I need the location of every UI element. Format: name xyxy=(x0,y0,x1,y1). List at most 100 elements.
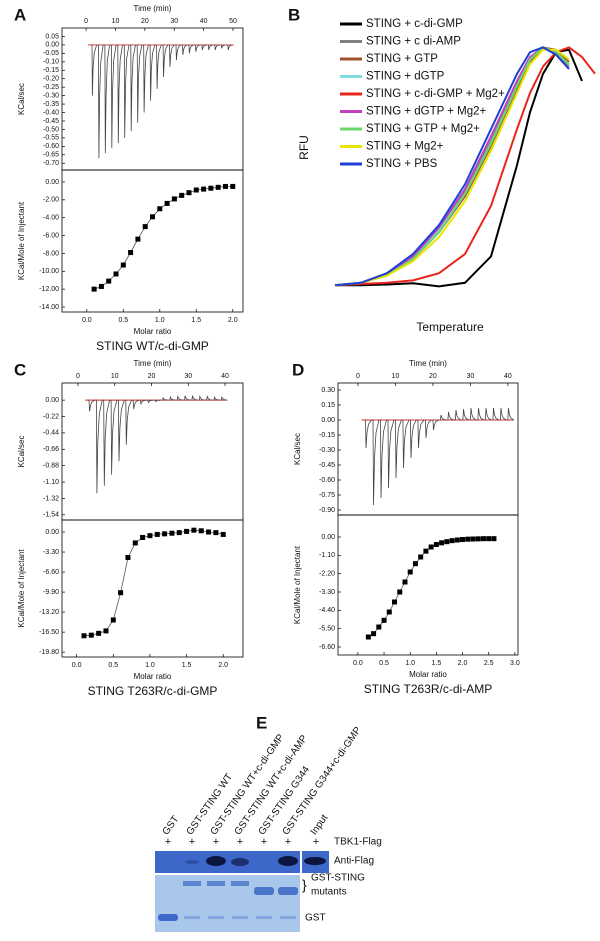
y-tick-label: -0.15 xyxy=(319,432,335,439)
injection-peak xyxy=(226,44,233,51)
band xyxy=(184,916,200,919)
y-tick-label: -16.50 xyxy=(39,629,59,636)
data-point xyxy=(81,633,87,639)
band xyxy=(185,860,199,864)
injection-peak xyxy=(476,407,485,421)
band xyxy=(256,916,272,919)
plot-frame xyxy=(337,514,519,656)
fit-line xyxy=(83,529,224,637)
chart-caption: STING WT/c-di-GMP xyxy=(96,339,209,353)
y-tick-label: 0.00 xyxy=(45,397,59,404)
injection-peak xyxy=(207,44,214,51)
y-tick-label: -2.20 xyxy=(319,571,335,578)
x-tick-label: 0.5 xyxy=(118,317,128,324)
band xyxy=(158,914,178,921)
x-tick-label: 2.5 xyxy=(484,660,494,667)
chart-caption: STING T263R/c-di-AMP xyxy=(364,682,492,696)
data-point xyxy=(110,617,116,623)
data-point xyxy=(88,632,94,638)
chart-caption: STING T263R/c-di-GMP xyxy=(88,684,218,698)
y-tick-label: -0.66 xyxy=(43,446,59,453)
injection-peak xyxy=(183,395,191,401)
x-axis-label: Molar ratio xyxy=(134,672,172,681)
data-point xyxy=(222,183,228,189)
band xyxy=(183,881,201,886)
x-tick-label: 30 xyxy=(184,373,192,380)
y-tick-label: -0.60 xyxy=(319,477,335,484)
injection-peak xyxy=(194,44,201,52)
series-line xyxy=(334,46,596,287)
injection-peak xyxy=(161,397,169,401)
x-tick-label: 40 xyxy=(200,18,208,25)
data-point xyxy=(465,536,471,542)
panel-label: A xyxy=(14,5,26,24)
band xyxy=(231,858,249,866)
data-point xyxy=(433,542,439,547)
y-axis-label: KCal/sec xyxy=(293,433,302,465)
y-tick-label: -1.10 xyxy=(319,552,335,559)
y-tick-label: -1.32 xyxy=(43,495,59,502)
band-label: GST-STING xyxy=(311,873,365,884)
injection-peak xyxy=(499,407,507,421)
data-point xyxy=(98,283,104,289)
x-tick-label: 1.5 xyxy=(432,660,442,667)
x-tick-label: 0.5 xyxy=(379,660,389,667)
x-tick-label: 0 xyxy=(356,373,360,380)
y-tick-label: -0.30 xyxy=(319,447,335,454)
injection-peak xyxy=(213,44,220,51)
data-point xyxy=(184,528,190,534)
injection-peak xyxy=(175,44,181,61)
data-point xyxy=(376,624,382,630)
injection-peak xyxy=(379,419,387,499)
x-tick-label: 20 xyxy=(141,18,149,25)
data-point xyxy=(198,528,204,534)
y-tick-label: -0.55 xyxy=(43,135,59,142)
band xyxy=(280,916,296,919)
data-point xyxy=(118,590,124,596)
x-axis-label: Time (min) xyxy=(134,359,172,368)
y-axis-label: RFU xyxy=(297,135,311,160)
data-point xyxy=(449,538,455,544)
x-tick-label: 1.0 xyxy=(155,317,165,324)
y-axis-label: KCal/Mole of Injectant xyxy=(17,549,26,628)
injection-peak xyxy=(116,44,123,144)
treatment-mark: + xyxy=(237,836,243,848)
band xyxy=(206,856,226,866)
data-point xyxy=(120,262,126,268)
injection-peak xyxy=(371,419,380,506)
data-point xyxy=(230,183,236,189)
injection-peak xyxy=(201,44,207,51)
y-tick-label: -8.00 xyxy=(43,250,59,257)
data-point xyxy=(201,186,207,192)
data-point xyxy=(193,187,199,193)
y-tick-label: -0.30 xyxy=(43,92,59,99)
lane-labels: GST GST-STING WT GST-STING WT+c-di-GMP G… xyxy=(161,725,364,837)
injection-peak xyxy=(110,44,117,149)
y-tick-label: 0.15 xyxy=(321,402,335,409)
data-point xyxy=(132,540,138,546)
legend-label: STING + dGTP + Mg2+ xyxy=(366,106,487,118)
data-point xyxy=(486,536,492,542)
y-tick-label: -6.00 xyxy=(43,232,59,239)
x-tick-label: 1.5 xyxy=(191,317,201,324)
injection-peak xyxy=(394,419,402,479)
y-tick-label: -1.10 xyxy=(43,479,59,486)
injection-peak xyxy=(424,419,432,439)
data-point xyxy=(381,617,387,623)
x-tick-label: 1.0 xyxy=(405,660,415,667)
data-point xyxy=(164,200,170,206)
legend-label: STING + PBS xyxy=(366,158,438,170)
injection-peak xyxy=(469,407,477,421)
data-point xyxy=(171,196,177,202)
y-axis-label: KCal/sec xyxy=(17,83,26,115)
data-point xyxy=(407,569,413,575)
y-tick-label: -0.65 xyxy=(43,152,59,159)
y-tick-label: -3.30 xyxy=(319,589,335,596)
injection-peak xyxy=(168,44,175,67)
y-tick-label: -19.80 xyxy=(39,649,59,656)
x-tick-label: 0.5 xyxy=(108,662,118,669)
y-tick-label: -0.40 xyxy=(43,109,59,116)
x-tick-label: 2.0 xyxy=(218,662,228,669)
data-point xyxy=(208,185,214,191)
injection-peak xyxy=(190,395,198,401)
